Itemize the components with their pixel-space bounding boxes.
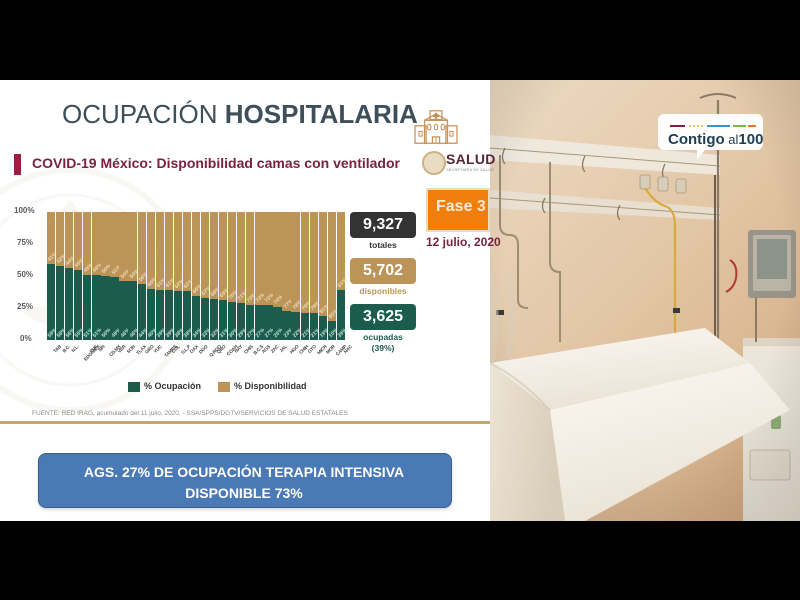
svg-text:Contigo al100: Contigo al100	[668, 131, 763, 148]
